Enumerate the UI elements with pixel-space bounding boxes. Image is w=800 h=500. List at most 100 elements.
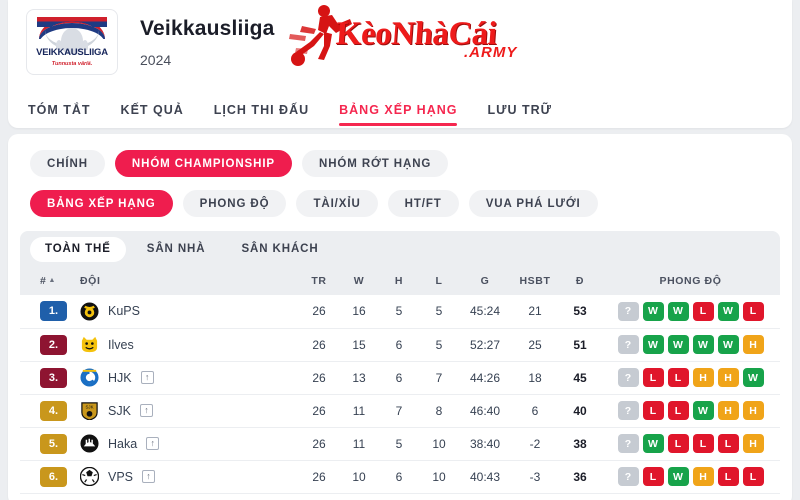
group-pill-championship[interactable]: NHÓM CHAMPIONSHIP	[114, 150, 293, 177]
loss-cell: 10	[432, 469, 446, 484]
played-cell: 26	[312, 469, 326, 484]
svg-text:VPS: VPS	[85, 475, 95, 481]
group-pill-relegation[interactable]: NHÓM RỚT HẠNG	[302, 150, 449, 177]
view-pill-standings[interactable]: BẢNG XẾP HẠNG	[30, 190, 173, 217]
view-pill-htft[interactable]: HT/FT	[387, 190, 459, 217]
form-badge-unknown[interactable]: ?	[617, 467, 639, 486]
form-badge-w[interactable]: W	[667, 335, 689, 354]
scope-tabs[interactable]: TOÀN THỂ SÂN NHÀ SÂN KHÁCH	[20, 231, 780, 267]
form-badge-l[interactable]: L	[667, 401, 689, 420]
team-cell[interactable]: HJK ↑	[74, 361, 299, 394]
column-header-rank[interactable]: # ▲	[20, 267, 74, 295]
form-badge-w[interactable]: W	[642, 434, 664, 453]
form-badge-l[interactable]: L	[642, 368, 664, 387]
league-nav-tabs[interactable]: TÓM TẮT KẾT QUẢ LỊCH THI ĐẤU BẢNG XẾP HẠ…	[8, 84, 792, 126]
column-header-played[interactable]: TR	[299, 267, 339, 295]
form-badge-h[interactable]: H	[742, 434, 764, 453]
form-badge-unknown[interactable]: ?	[617, 335, 639, 354]
column-header-points[interactable]: Đ	[559, 267, 601, 295]
form-badge-h[interactable]: H	[692, 467, 714, 486]
team-name[interactable]: Ilves	[108, 337, 134, 352]
form-badge-h[interactable]: H	[742, 401, 764, 420]
points-cell: 36	[573, 469, 587, 484]
group-filter-pills[interactable]: CHÍNH NHÓM CHAMPIONSHIP NHÓM RỚT HẠNG	[8, 134, 792, 177]
form-badge-l[interactable]: L	[642, 467, 664, 486]
nav-tab-tom-tat[interactable]: TÓM TẮT	[28, 103, 91, 117]
goal-diff-cell: -2	[529, 436, 541, 451]
column-header-team[interactable]: ĐỘI	[74, 267, 299, 295]
form-badge-l[interactable]: L	[692, 434, 714, 453]
team-cell[interactable]: KuPS	[74, 295, 299, 328]
draw-cell: 5	[395, 304, 403, 319]
form-badge-w[interactable]: W	[692, 335, 714, 354]
view-filter-pills[interactable]: BẢNG XẾP HẠNG PHONG ĐỘ TÀI/XỈU HT/FT VUA…	[8, 177, 792, 217]
nav-tab-ket-qua[interactable]: KẾT QUẢ	[120, 103, 184, 117]
veikkausliiga-logo: VEIKKAUSLIIGA Tunnusta väriä.	[26, 9, 118, 75]
nav-tab-bang-xep-hang[interactable]: BẢNG XẾP HẠNG	[339, 103, 458, 126]
nav-tab-lich-thi-dau[interactable]: LỊCH THI ĐẤU	[213, 103, 310, 117]
table-row[interactable]: 1. KuPS 26 16 5 5 45:24 21 53 ? W W L W L	[20, 295, 780, 328]
team-name[interactable]: Haka	[108, 436, 138, 451]
view-pill-form[interactable]: PHONG ĐỘ	[182, 190, 287, 217]
form-badge-h[interactable]: H	[742, 335, 764, 354]
form-badge-l[interactable]: L	[717, 434, 739, 453]
standings-table-head: # ▲ ĐỘI TR W H L G HSBT Đ PHONG ĐỘ	[20, 267, 780, 295]
table-row[interactable]: 5. Haka ↑ 26 11 5 10 38:40 -2 38 ? W L L L H	[20, 427, 780, 460]
form-badge-unknown[interactable]: ?	[617, 368, 639, 387]
brand-suffix: .ARMY	[464, 44, 518, 61]
scope-tab-overall[interactable]: TOÀN THỂ	[30, 236, 126, 262]
form-badge-w[interactable]: W	[667, 467, 689, 486]
form-badge-h[interactable]: H	[717, 368, 739, 387]
team-name[interactable]: VPS	[108, 469, 134, 484]
form-badge-unknown[interactable]: ?	[617, 401, 639, 420]
team-cell[interactable]: VPS VPS ↑	[74, 460, 299, 493]
form-badge-l[interactable]: L	[717, 467, 739, 486]
form-badge-w[interactable]: W	[717, 301, 739, 321]
form-badge-l[interactable]: L	[642, 401, 664, 420]
points-cell: 51	[573, 337, 587, 352]
form-badge-h[interactable]: H	[692, 368, 714, 387]
table-row[interactable]: 6. VPS VPS ↑ 26 10 6 10 40:43 -3 36 ? L W H…	[20, 460, 780, 493]
form-badge-w[interactable]: W	[717, 335, 739, 354]
scope-tab-home[interactable]: SÂN NHÀ	[146, 243, 206, 255]
column-header-form[interactable]: PHONG ĐỘ	[601, 267, 780, 295]
team-name[interactable]: KuPS	[108, 304, 140, 319]
column-header-win[interactable]: W	[339, 267, 379, 295]
form-badge-l[interactable]: L	[667, 368, 689, 387]
team-cell[interactable]: Haka ↑	[74, 427, 299, 460]
table-row[interactable]: 2. Ilves 26 15 6 5 52:27 25 51 ? W W W W H	[20, 328, 780, 361]
team-cell[interactable]: SJK SJK ↑	[74, 394, 299, 427]
form-badge-unknown[interactable]: ?	[617, 301, 639, 321]
form-badge-l[interactable]: L	[692, 301, 714, 321]
column-header-goal-diff[interactable]: HSBT	[511, 267, 559, 295]
form-badge-w[interactable]: W	[742, 368, 764, 387]
team-name[interactable]: SJK	[108, 403, 131, 418]
form-badge-l[interactable]: L	[742, 301, 764, 321]
logo-tagline: Tunnusta väriä.	[51, 61, 93, 67]
table-row[interactable]: 3. HJK ↑ 26 13 6 7 44:26 18 45 ? L L H H W	[20, 361, 780, 394]
team-cell[interactable]: Ilves	[74, 328, 299, 361]
goals-cell: 38:40	[469, 436, 501, 451]
form-badge-l[interactable]: L	[667, 434, 689, 453]
scope-tab-away[interactable]: SÂN KHÁCH	[241, 243, 319, 255]
form-badge-w[interactable]: W	[642, 335, 664, 354]
team-crest-icon	[80, 335, 99, 354]
form-badge-l[interactable]: L	[742, 467, 764, 486]
group-pill-chinh[interactable]: CHÍNH	[30, 150, 105, 177]
form-badge-unknown[interactable]: ?	[617, 434, 639, 453]
column-header-draw[interactable]: H	[379, 267, 419, 295]
view-pill-top-scorer[interactable]: VUA PHÁ LƯỚI	[468, 190, 598, 217]
rank-cell: 4.	[20, 394, 74, 427]
team-name[interactable]: HJK	[108, 370, 132, 385]
view-pill-over-under[interactable]: TÀI/XỈU	[296, 190, 378, 217]
loss-cell: 8	[435, 403, 443, 418]
form-badge-w[interactable]: W	[692, 401, 714, 420]
table-row[interactable]: 4. SJK SJK ↑ 26 11 7 8 46:40 6 40 ? L L W H H	[20, 394, 780, 427]
nav-tab-luu-tru[interactable]: LƯU TRỮ	[487, 103, 553, 117]
sort-asc-icon: ▲	[48, 277, 56, 284]
column-header-goals[interactable]: G	[459, 267, 511, 295]
column-header-loss[interactable]: L	[419, 267, 459, 295]
form-badge-h[interactable]: H	[717, 401, 739, 420]
form-badge-w[interactable]: W	[667, 301, 689, 321]
form-badge-w[interactable]: W	[642, 301, 664, 321]
